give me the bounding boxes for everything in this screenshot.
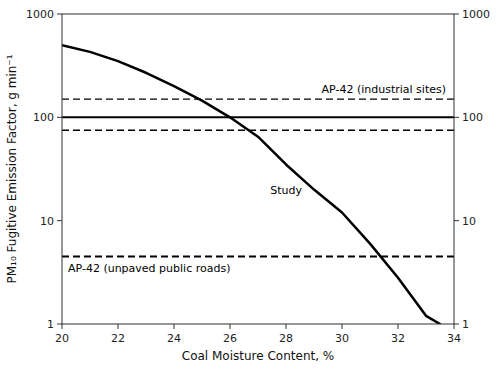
y2-tick (454, 117, 459, 118)
x-tick-label: 26 (223, 332, 237, 345)
x-tick (62, 324, 63, 329)
x-tick-label: 20 (55, 332, 69, 345)
y2-tick-label: 1000 (462, 8, 490, 21)
y-tick-label: 10 (40, 215, 54, 228)
chart-container: 202224262830323411010010001101001000Coal… (0, 0, 500, 368)
y2-tick-label: 100 (462, 111, 483, 124)
x-tick (454, 324, 455, 329)
y-tick-label: 1 (47, 318, 54, 331)
series-annotation: Study (270, 184, 302, 197)
y-tick-label: 100 (33, 111, 54, 124)
reference-line (62, 116, 454, 118)
y-tick (57, 117, 62, 118)
y-tick-label: 1000 (26, 8, 54, 21)
chart: 202224262830323411010010001101001000Coal… (0, 0, 500, 368)
y2-tick (454, 324, 459, 325)
x-tick-label: 34 (447, 332, 461, 345)
line-annotation: AP-42 (unpaved public roads) (68, 262, 230, 275)
x-tick (286, 324, 287, 329)
x-tick-label: 24 (167, 332, 181, 345)
reference-bound (62, 98, 454, 99)
plot-area (62, 45, 454, 324)
x-tick (342, 324, 343, 329)
y-tick (57, 14, 62, 15)
y2-tick-label: 10 (462, 215, 476, 228)
reference-bound (62, 130, 454, 131)
y-tick (57, 324, 62, 325)
x-tick-label: 28 (279, 332, 293, 345)
x-tick-label: 22 (111, 332, 125, 345)
y2-tick-label: 1 (462, 318, 469, 331)
line-annotation: AP-42 (industrial sites) (322, 83, 446, 96)
y2-tick (454, 220, 459, 221)
plot-frame (62, 14, 454, 324)
x-tick (230, 324, 231, 329)
x-tick-label: 30 (335, 332, 349, 345)
y-axis-label: PM₁₀ Fugitive Emission Factor, g min⁻¹ (5, 54, 19, 283)
y2-tick (454, 14, 459, 15)
x-tick (174, 324, 175, 329)
x-tick-label: 32 (391, 332, 405, 345)
x-tick (398, 324, 399, 329)
y-tick (57, 220, 62, 221)
x-axis-label: Coal Moisture Content, % (182, 349, 334, 363)
x-tick (118, 324, 119, 329)
reference-line (62, 256, 454, 258)
